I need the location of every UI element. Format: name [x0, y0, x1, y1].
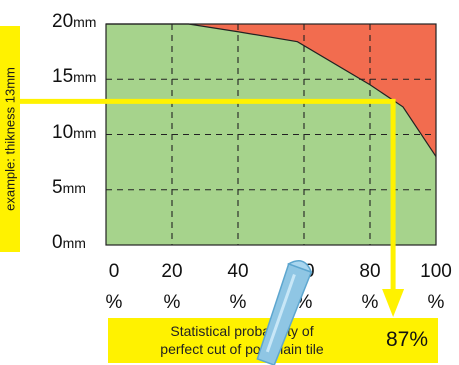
x-tick-label: 40% [227, 261, 249, 313]
x-tick-label: 60% [293, 261, 315, 313]
plot-frame [105, 23, 437, 246]
x-tick-label: 80% [359, 261, 381, 313]
result-line-1: Statistical probability of [170, 323, 314, 339]
example-thickness-label: example: thikness 13mm [0, 26, 20, 252]
example-guide-line [20, 98, 396, 300]
y-tick-label: 20mm [52, 11, 97, 32]
x-tick-label: 0% [105, 261, 123, 313]
y-tick-label: 15mm [52, 66, 97, 88]
y-tick-label: 0mm [52, 232, 86, 253]
result-line-2: perfect cut of porcelain tile [160, 341, 324, 357]
example-thickness-text: example: thikness 13mm [2, 67, 18, 211]
result-value: 87% [385, 328, 428, 351]
y-tick-label: 10mm [52, 121, 97, 143]
x-tick-label: 20% [161, 261, 183, 313]
example-guide-arrow [382, 289, 405, 317]
result-description: Statistical probability of perfect cut o… [116, 322, 368, 358]
result-box: Statistical probability of perfect cut o… [108, 318, 438, 363]
x-tick-label: 100% [420, 261, 452, 313]
y-tick-label: 5mm [52, 176, 86, 198]
plot-area [20, 23, 437, 317]
